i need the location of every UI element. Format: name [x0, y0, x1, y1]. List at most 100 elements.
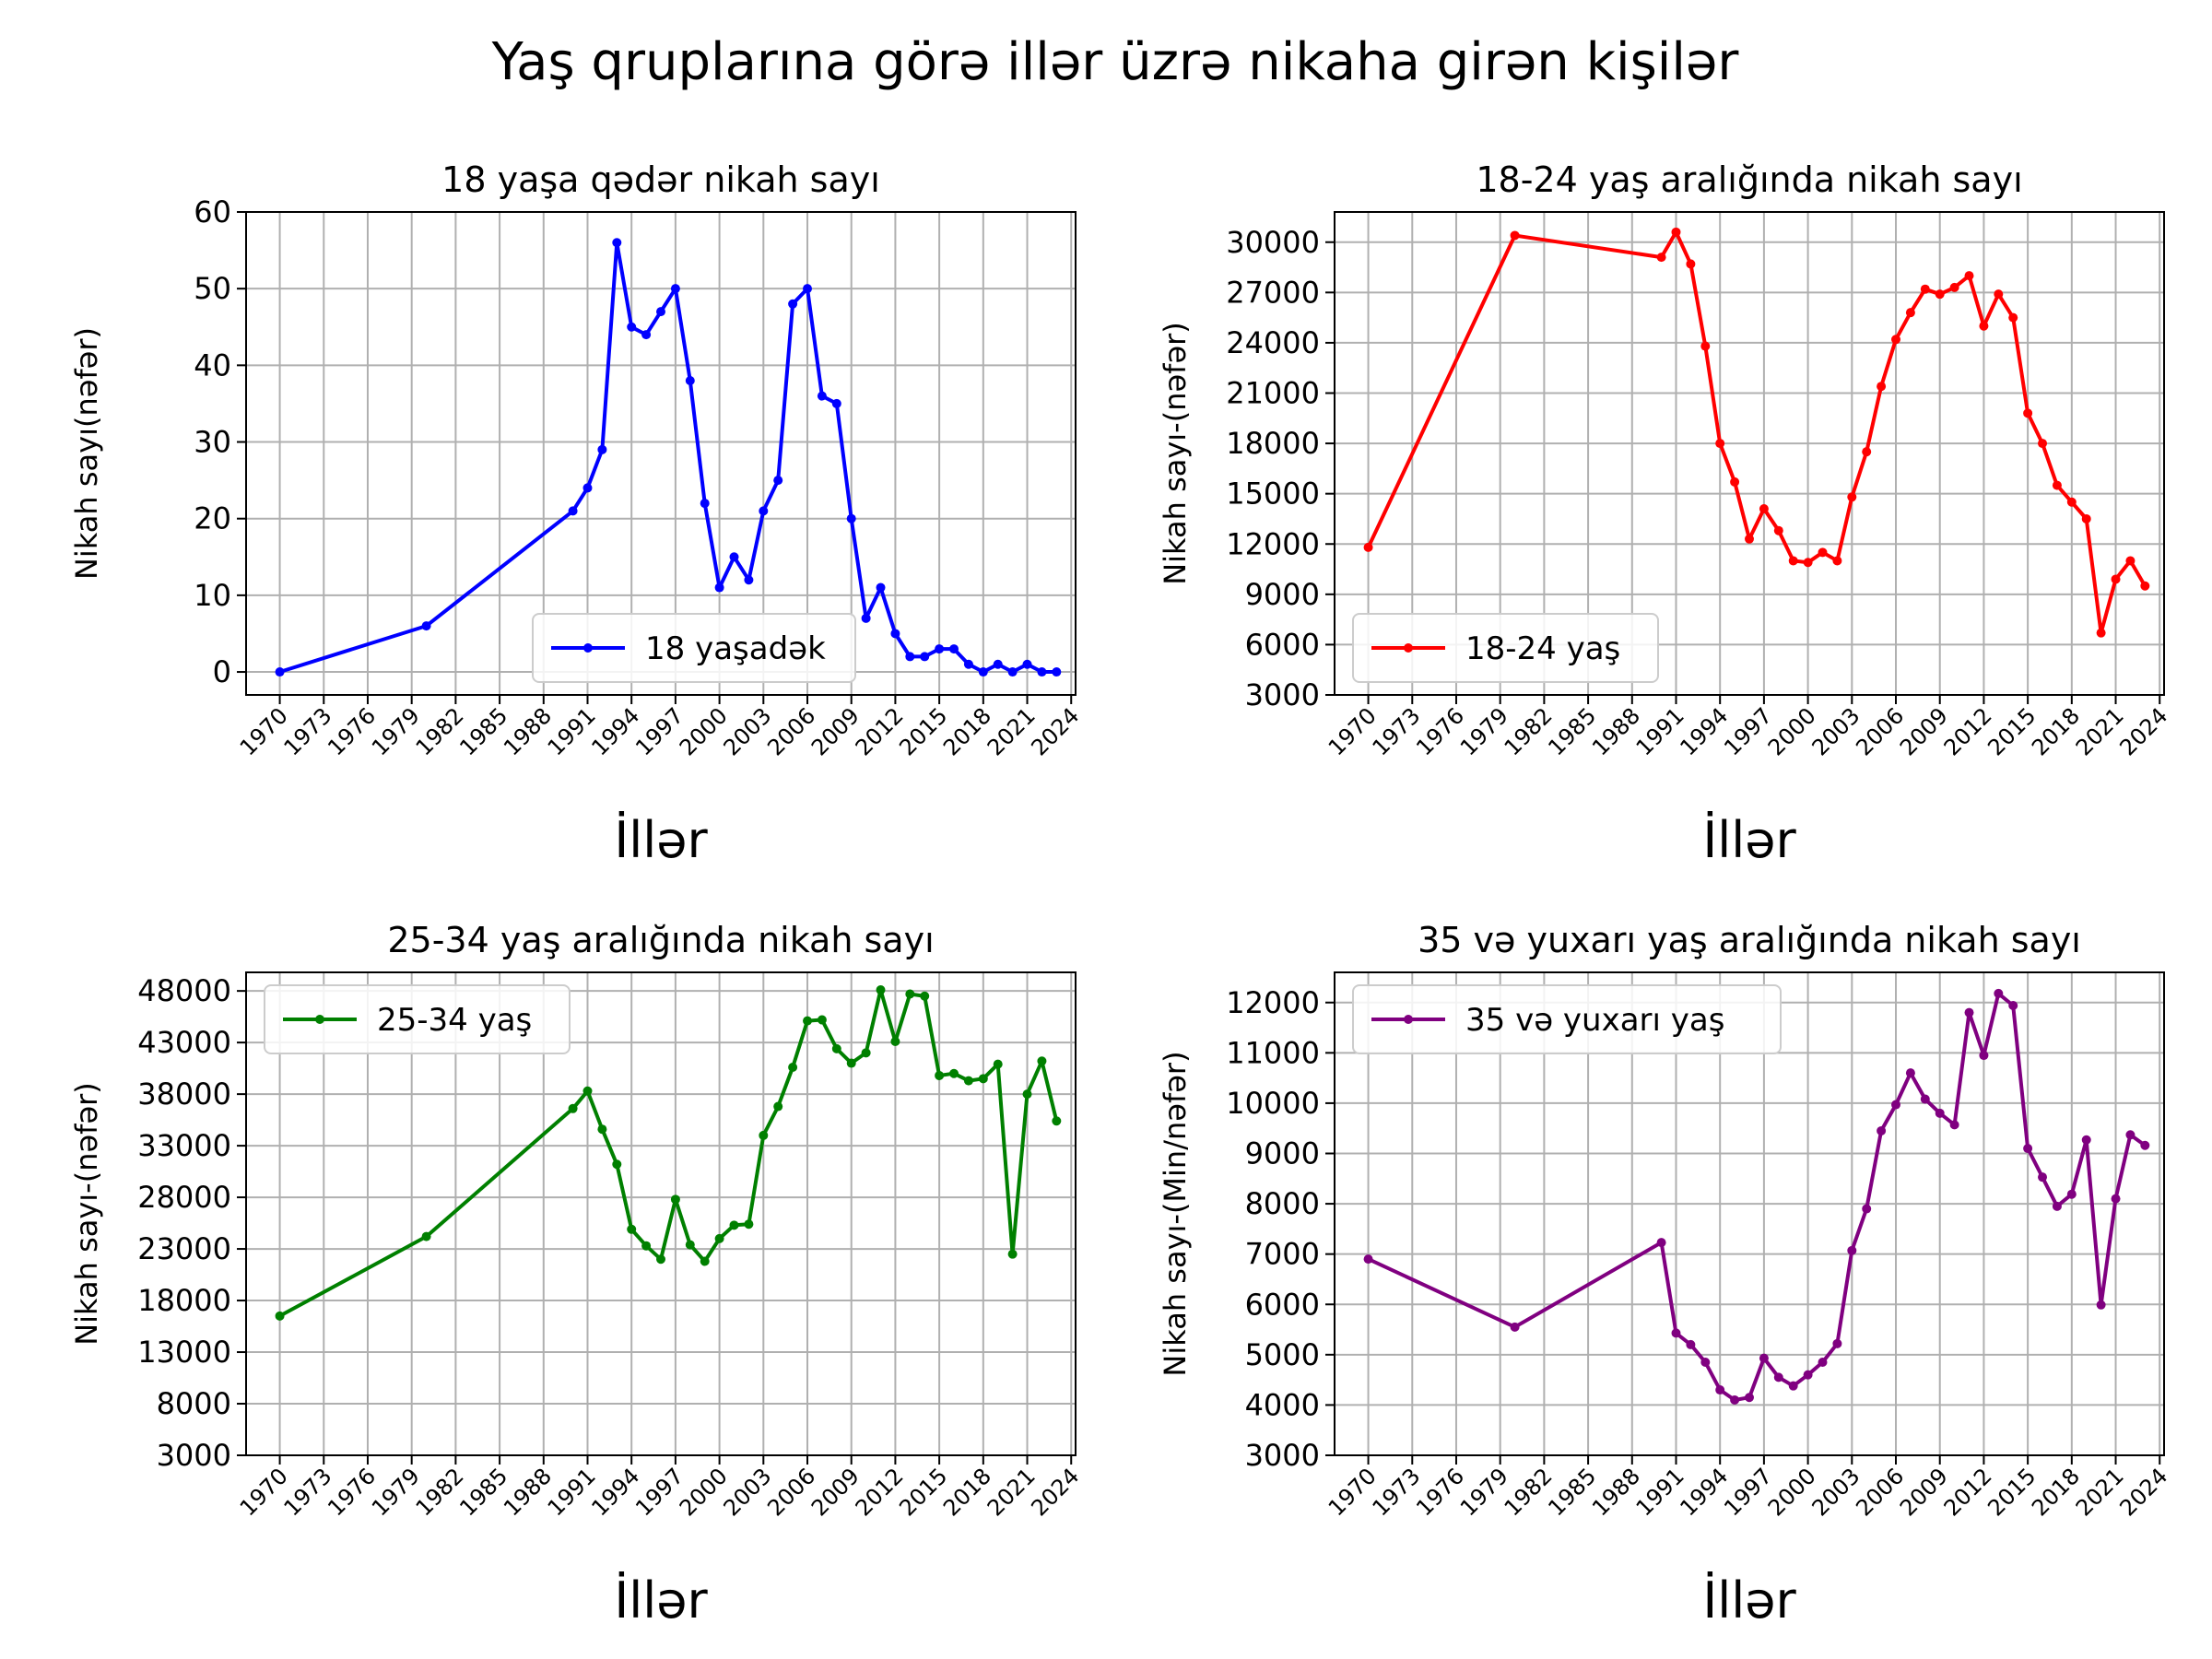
data-point — [1759, 1353, 1769, 1363]
subplot-title: 25-34 yaş aralığında nikah sayı — [387, 920, 934, 960]
data-point — [2125, 1130, 2136, 1140]
y-tick-label: 18000 — [137, 1283, 231, 1318]
data-point — [1994, 289, 2004, 300]
data-point — [612, 1159, 622, 1170]
legend: 18-24 yaş — [1352, 613, 1659, 683]
data-point — [935, 644, 945, 654]
data-point — [803, 1016, 813, 1026]
data-point — [2066, 1189, 2077, 1199]
x-tick-label: 2009 — [806, 1463, 865, 1521]
subplot-title: 18 yaşa qədər nikah sayı — [441, 159, 880, 200]
data-point — [714, 582, 724, 593]
x-tick-label: 2018 — [938, 1463, 996, 1521]
data-point — [759, 506, 769, 516]
data-point — [2052, 1201, 2062, 1211]
x-tick-label: 1997 — [1719, 702, 1777, 760]
x-tick-label: 2009 — [1895, 702, 1953, 760]
data-point — [627, 322, 637, 332]
x-tick-label: 1982 — [1500, 1463, 1558, 1521]
data-point — [568, 1103, 578, 1113]
data-point — [1891, 1100, 1901, 1110]
x-tick-label: 1979 — [367, 702, 425, 760]
y-tick-label: 28000 — [137, 1180, 231, 1215]
data-point — [700, 1256, 710, 1266]
x-tick-label: 1994 — [586, 1463, 644, 1521]
x-tick-label: 1997 — [630, 702, 688, 760]
x-tick-label: 1976 — [323, 1463, 381, 1521]
y-tick-label: 5000 — [1245, 1337, 1320, 1372]
y-tick-label: 6000 — [1245, 627, 1320, 662]
x-tick-label: 1985 — [1543, 702, 1601, 760]
data-point — [1949, 282, 1959, 292]
x-tick-label: 1991 — [1631, 702, 1689, 760]
x-tick-label: 1976 — [323, 702, 381, 760]
legend-box — [1352, 984, 1782, 1054]
x-tick-label: 1970 — [235, 702, 293, 760]
x-tick-label: 2003 — [719, 702, 777, 760]
x-tick-label: 2006 — [762, 702, 820, 760]
data-point — [788, 1063, 798, 1073]
data-point — [1818, 547, 1828, 558]
legend-label: 25-34 yaş — [377, 1002, 532, 1039]
x-tick-label: 1994 — [586, 702, 644, 760]
y-axis-label: Nikah sayı(nəfər) — [69, 327, 104, 580]
data-point — [1022, 1089, 1032, 1100]
x-tick-label: 1970 — [1324, 702, 1382, 760]
y-tick-label: 30 — [194, 425, 231, 460]
data-point — [2038, 439, 2048, 449]
y-tick-label: 10 — [194, 578, 231, 613]
x-tick-label: 1988 — [499, 1463, 557, 1521]
x-tick-label: 2012 — [1939, 1463, 1997, 1521]
data-point — [1964, 1007, 1974, 1018]
x-tick-label: 2024 — [2114, 1463, 2172, 1521]
y-tick-label: 3000 — [157, 1438, 231, 1473]
data-point — [949, 644, 959, 654]
x-tick-label: 2003 — [1807, 702, 1865, 760]
x-tick-label: 1982 — [411, 702, 469, 760]
x-tick-label: 1997 — [630, 1463, 688, 1521]
data-point — [656, 307, 665, 317]
y-tick-label: 20 — [194, 501, 231, 536]
data-point — [861, 1048, 871, 1058]
data-point — [1847, 1245, 1857, 1255]
y-tick-label: 9000 — [1245, 577, 1320, 612]
data-point — [1700, 341, 1711, 351]
data-point — [670, 1194, 680, 1205]
data-point — [1979, 1051, 1989, 1061]
x-tick-label: 1988 — [1587, 702, 1645, 760]
y-tick-label: 3000 — [1245, 677, 1320, 712]
x-tick-label: 1994 — [1675, 702, 1733, 760]
y-tick-label: 60 — [194, 194, 231, 229]
y-tick-label: 0 — [213, 654, 231, 689]
legend-label: 18-24 yaş — [1465, 630, 1620, 667]
y-tick-label: 6000 — [1245, 1287, 1320, 1322]
data-point — [597, 1124, 607, 1135]
x-tick-label: 2018 — [938, 702, 996, 760]
x-tick-label: 1988 — [499, 702, 557, 760]
x-tick-label: 2012 — [851, 1463, 909, 1521]
x-tick-label: 2015 — [1983, 1463, 2041, 1521]
data-point — [1877, 1125, 1887, 1135]
x-tick-label: 1991 — [1631, 1463, 1689, 1521]
data-point — [1994, 988, 2004, 998]
y-tick-label: 10000 — [1226, 1086, 1320, 1121]
x-tick-label: 2015 — [1983, 702, 2041, 760]
x-tick-label: 2015 — [894, 1463, 952, 1521]
y-tick-label: 48000 — [137, 973, 231, 1008]
data-point — [993, 1059, 1003, 1069]
y-tick-label: 3000 — [1245, 1438, 1320, 1473]
data-point — [876, 582, 886, 593]
data-point — [2008, 1001, 2018, 1011]
data-point — [2008, 312, 2018, 323]
data-point — [1363, 1254, 1373, 1265]
x-tick-label: 1991 — [543, 1463, 601, 1521]
x-tick-label: 1973 — [1368, 1463, 1426, 1521]
data-point — [1510, 1322, 1520, 1332]
data-point — [935, 1070, 945, 1080]
y-tick-label: 43000 — [137, 1025, 231, 1060]
x-tick-label: 2006 — [1851, 1463, 1909, 1521]
y-tick-label: 7000 — [1245, 1237, 1320, 1272]
legend: 25-34 yaş — [264, 984, 571, 1054]
data-point — [421, 1231, 431, 1241]
